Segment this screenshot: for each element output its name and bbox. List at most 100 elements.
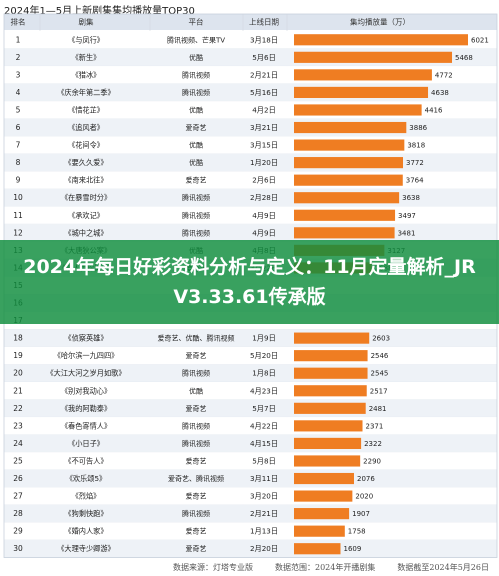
- headline-text: 2024年每日好彩资料分析与定义：11月定量解析_JRV3.33.61传承版: [23, 256, 476, 308]
- date-label: 4月9日: [252, 228, 276, 237]
- rank-label: 18: [13, 334, 23, 343]
- value-bar: [294, 104, 422, 116]
- date-label: 2月20日: [250, 544, 278, 553]
- rank-label: 9: [16, 176, 21, 185]
- value-label: 3772: [406, 159, 424, 167]
- value-label: 3481: [398, 229, 416, 237]
- platform-label: 爱奇艺: [186, 527, 207, 536]
- value-label: 3638: [402, 194, 420, 202]
- value-bar: [294, 332, 370, 344]
- rank-label: 24: [13, 439, 23, 448]
- column-header: 平台: [189, 17, 204, 27]
- date-label: 1月8日: [252, 369, 276, 378]
- title-label: 《大理寺少卿游》: [57, 544, 115, 553]
- platform-label: 爱奇艺、腾讯视频: [168, 474, 224, 483]
- platform-label: 腾讯视频: [182, 509, 210, 518]
- rank-label: 28: [13, 509, 23, 518]
- value-label: 2603: [372, 335, 390, 343]
- title-label: 《婚内人家》: [64, 527, 107, 536]
- date-label: 4月2日: [252, 105, 276, 114]
- title-label: 《惜花芷》: [68, 105, 104, 114]
- title-label: 《南来北往》: [64, 176, 107, 185]
- rank-label: 20: [13, 369, 23, 378]
- title-label: 《与凤行》: [68, 35, 104, 44]
- date-label: 5月20日: [250, 351, 278, 360]
- column-header: 排名: [11, 17, 26, 27]
- rank-label: 3: [16, 70, 21, 79]
- date-label: 5月16日: [250, 88, 278, 97]
- table-header-bg: [4, 14, 497, 30]
- value-label: 2020: [355, 493, 373, 501]
- value-bar: [294, 86, 429, 98]
- date-label: 2月21日: [250, 70, 278, 79]
- platform-label: 腾讯视频: [182, 193, 210, 202]
- value-bar: [294, 385, 367, 397]
- value-label: 5468: [455, 54, 473, 62]
- title-label: 《在暴雪时分》: [61, 193, 111, 202]
- value-label: 2322: [364, 440, 382, 448]
- platform-label: 腾讯视频: [182, 369, 210, 378]
- platform-label: 爱奇艺、优酷、腾讯视频: [158, 334, 235, 343]
- platform-label: 爱奇艺: [186, 544, 207, 553]
- date-label: 2月6日: [252, 176, 276, 185]
- date-label: 4月23日: [250, 386, 278, 395]
- date-label: 1月20日: [250, 158, 278, 167]
- title-label: 《别对我动心》: [61, 386, 111, 395]
- rank-label: 21: [13, 386, 23, 395]
- platform-label: 爱奇艺: [186, 176, 207, 185]
- title-label: 《狗剩快跑》: [64, 509, 107, 518]
- table-row-bg: [4, 329, 497, 347]
- value-label: 4638: [431, 89, 449, 97]
- value-bar: [294, 437, 362, 449]
- date-label: 2月21日: [250, 509, 278, 518]
- rank-label: 6: [16, 123, 21, 132]
- date-label: 5月8日: [252, 456, 276, 465]
- value-bar: [294, 121, 407, 134]
- title-label: 《春色寄情人》: [61, 421, 111, 430]
- value-bar: [294, 69, 432, 81]
- title-label: 《我的阿勒泰》: [61, 404, 111, 413]
- platform-label: 腾讯视频: [182, 421, 210, 430]
- value-label: 4772: [435, 71, 453, 79]
- platform-label: 爱奇艺: [186, 404, 207, 413]
- platform-label: 腾讯视频: [182, 228, 210, 237]
- rank-label: 1: [16, 35, 21, 44]
- value-label: 2290: [363, 457, 381, 465]
- table-row-bg: [4, 539, 497, 558]
- value-bar: [294, 174, 403, 186]
- value-label: 1758: [348, 528, 366, 536]
- value-label: 2545: [371, 370, 389, 378]
- title-label: 《要久久爱》: [64, 158, 107, 167]
- value-label: 2371: [366, 422, 384, 430]
- value-label: 2481: [369, 405, 387, 413]
- date-label: 3月18日: [250, 35, 278, 44]
- rank-label: 11: [13, 211, 23, 220]
- value-bar: [294, 139, 405, 151]
- value-bar: [294, 455, 361, 467]
- value-bar: [294, 34, 468, 46]
- date-label: 3月15日: [250, 141, 278, 150]
- platform-label: 腾讯视频、芒果TV: [167, 35, 225, 44]
- title-label: 《承欢记》: [68, 211, 104, 220]
- platform-label: 爱奇艺: [186, 456, 207, 465]
- date-label: 5月7日: [252, 404, 276, 413]
- platform-label: 腾讯视频: [182, 70, 210, 79]
- platform-label: 腾讯视频: [182, 211, 210, 220]
- value-label: 4416: [425, 106, 443, 114]
- platform-label: 优酷: [189, 158, 203, 167]
- footer-source: 数据来源：灯塔专业版: [173, 562, 253, 572]
- rank-label: 29: [13, 527, 23, 536]
- date-label: 1月13日: [250, 527, 278, 536]
- column-header: 集均播放量（万）: [350, 17, 410, 27]
- title-label: 《烈焰》: [72, 492, 101, 501]
- platform-label: 爱奇艺: [186, 351, 207, 360]
- table-row-bg: [4, 434, 497, 453]
- platform-label: 优酷: [189, 105, 203, 114]
- value-label: 2076: [357, 475, 375, 483]
- chart-title: 2024年1—5月上新剧集集均播放量TOP30: [4, 6, 195, 17]
- value-bar: [294, 490, 353, 502]
- value-bar: [294, 209, 396, 221]
- title-label: 《猎冰》: [72, 70, 101, 79]
- footer-range: 数据范围：2024年开播剧集: [275, 562, 376, 572]
- title-label: 《花间令》: [68, 141, 104, 150]
